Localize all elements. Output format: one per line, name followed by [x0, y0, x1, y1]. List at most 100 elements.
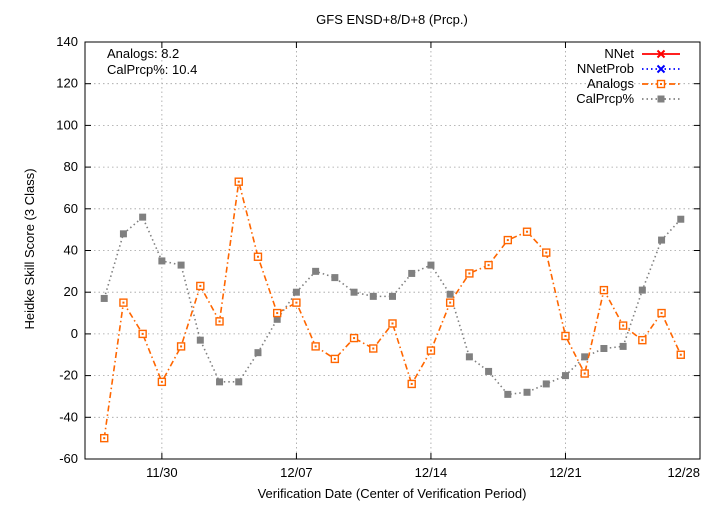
data-point-calprcp	[235, 378, 243, 386]
x-tick-label: 12/21	[549, 465, 582, 480]
data-point-calprcp	[408, 269, 416, 277]
y-axis-label: Heidke Skill Score (3 Class)	[22, 168, 37, 329]
data-point-calprcp	[350, 288, 358, 296]
data-point-calprcp	[100, 294, 108, 302]
annotation-text: Analogs: 8.2	[107, 46, 179, 61]
data-point-analogs-center	[602, 289, 605, 292]
data-point-analogs-center	[141, 332, 144, 335]
data-point-analogs-center	[583, 372, 586, 375]
y-tick-label: 20	[64, 284, 78, 299]
data-point-calprcp	[292, 288, 300, 296]
y-tick-label: 40	[64, 243, 78, 258]
legend-label-nnet: NNet	[604, 46, 634, 61]
chart-title: GFS ENSD+8/D+8 (Prcp.)	[316, 12, 468, 27]
data-point-calprcp	[196, 336, 204, 344]
x-tick-label: 12/07	[280, 465, 313, 480]
data-point-calprcp	[446, 290, 454, 298]
data-point-analogs-center	[641, 339, 644, 342]
data-point-calprcp	[216, 378, 224, 386]
data-point-analogs-center	[314, 345, 317, 348]
data-point-analogs-center	[372, 347, 375, 350]
data-point-calprcp	[273, 315, 281, 323]
data-point-calprcp	[638, 286, 646, 294]
data-point-calprcp	[389, 292, 396, 300]
legend-marker-calprcp	[657, 95, 665, 103]
data-point-analogs-center	[391, 322, 394, 325]
data-point-calprcp	[542, 380, 550, 388]
annotation-text: CalPrcp%: 10.4	[107, 62, 197, 77]
data-point-analogs-center	[679, 353, 682, 356]
y-tick-label: 120	[56, 76, 78, 91]
data-point-calprcp	[658, 236, 666, 244]
data-point-analogs-center	[468, 272, 471, 275]
x-tick-label: 12/14	[415, 465, 448, 480]
data-point-calprcp	[369, 292, 377, 300]
x-tick-label: 11/30	[146, 465, 178, 480]
data-point-calprcp	[465, 353, 473, 361]
data-point-analogs-center	[199, 284, 202, 287]
grid-lines	[85, 42, 700, 459]
data-point-calprcp	[581, 353, 589, 361]
data-point-analogs-center	[180, 345, 183, 348]
y-tick-label: 60	[64, 201, 78, 216]
series-analogs	[100, 177, 685, 443]
data-point-analogs-center	[526, 230, 529, 233]
y-tick-label: 80	[64, 159, 78, 174]
data-point-analogs-center	[545, 251, 548, 254]
x-tick-label: 12/28	[667, 465, 700, 480]
data-point-calprcp	[427, 261, 435, 269]
data-point-calprcp	[331, 274, 339, 282]
plot-frame	[84, 41, 701, 460]
data-point-analogs-center	[353, 337, 356, 340]
legend-marker-nnet	[656, 49, 666, 59]
data-point-analogs-center	[218, 320, 221, 323]
data-point-analogs-center	[410, 382, 413, 385]
data-point-analogs-center	[122, 301, 125, 304]
y-tick-label: -20	[59, 368, 78, 383]
data-point-calprcp	[600, 344, 608, 352]
y-tick-label: -40	[59, 409, 78, 424]
series-calprcp	[100, 213, 685, 398]
data-point-analogs-center	[256, 255, 259, 258]
series-layer	[100, 177, 685, 443]
series-line-calprcp	[103, 215, 682, 396]
axes: -60 -40 -20 0 20 40 60 80 100 120 140 11/30 12/07 12/…	[56, 34, 701, 480]
legend-label-analogs: Analogs	[587, 76, 634, 91]
data-point-analogs-center	[487, 264, 490, 267]
data-point-calprcp	[523, 388, 531, 396]
data-point-analogs-center	[622, 324, 625, 327]
data-point-calprcp	[177, 261, 185, 269]
legend-marker-analogs-center	[660, 83, 662, 85]
data-point-analogs-center	[449, 301, 452, 304]
data-point-analogs-center	[295, 301, 298, 304]
data-point-calprcp	[312, 267, 320, 275]
data-point-calprcp	[504, 390, 512, 398]
data-point-analogs-center	[506, 239, 509, 242]
data-point-analogs-center	[564, 334, 567, 337]
x-axis-label: Verification Date (Center of Verificatio…	[258, 486, 527, 501]
data-point-calprcp	[254, 349, 262, 357]
legend-label-calprcp: CalPrcp%	[576, 91, 634, 106]
data-point-calprcp	[139, 213, 147, 221]
data-point-analogs-center	[429, 349, 432, 352]
data-point-calprcp	[619, 342, 627, 350]
data-point-analogs-center	[103, 437, 106, 440]
data-point-analogs-center	[333, 357, 336, 360]
series-line-analogs	[103, 181, 682, 439]
legend-marker-nnetprob	[656, 64, 666, 74]
data-point-analogs-center	[160, 380, 163, 383]
y-tick-label: -60	[59, 451, 78, 466]
data-point-calprcp	[677, 215, 685, 223]
data-point-analogs-center	[276, 312, 279, 315]
y-tick-label: 140	[56, 34, 78, 49]
data-point-calprcp	[561, 372, 569, 380]
data-point-analogs-center	[237, 180, 240, 183]
data-point-calprcp	[158, 257, 166, 265]
data-point-calprcp	[119, 230, 127, 238]
data-point-calprcp	[485, 367, 493, 375]
y-tick-label: 100	[56, 117, 78, 132]
